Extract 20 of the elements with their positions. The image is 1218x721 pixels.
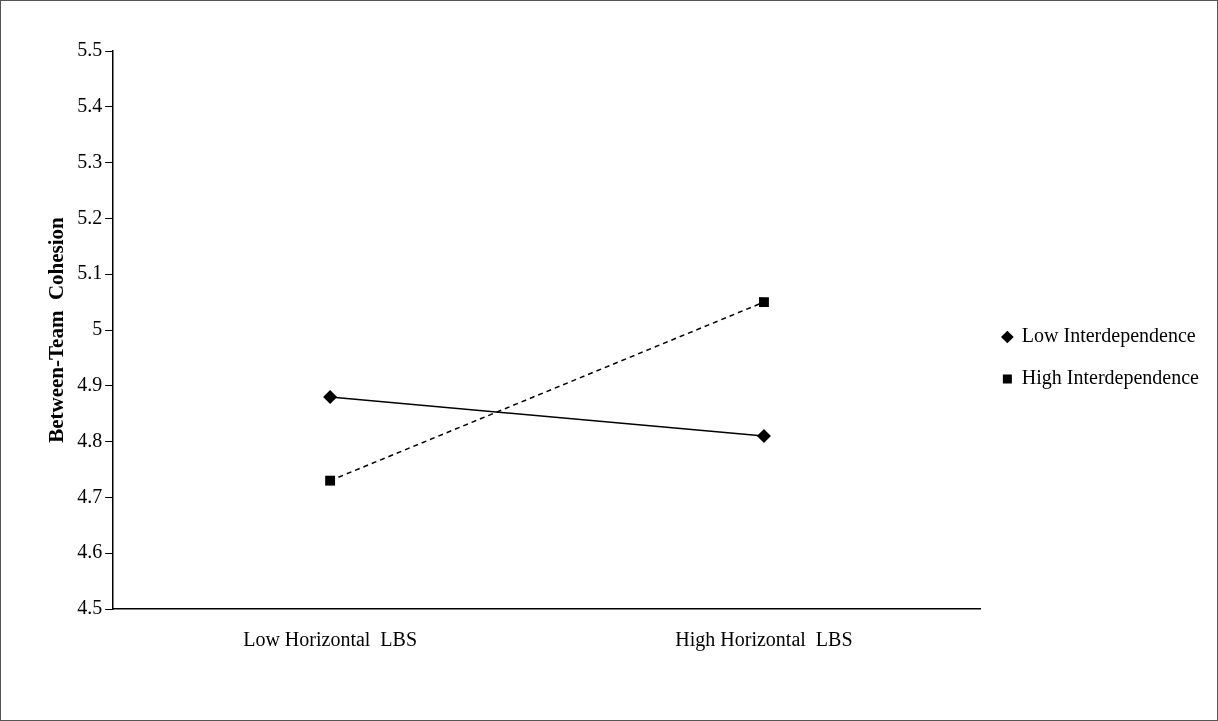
x-tick-label: High Horizontal LBS [675, 628, 853, 652]
legend-label: High Interdependence [1021, 366, 1200, 390]
y-tick-label: 5.2 [77, 205, 103, 228]
y-tick-label: 4.7 [77, 484, 103, 507]
point [323, 389, 338, 404]
point [325, 475, 336, 486]
y-tick-label: 4.8 [77, 428, 103, 451]
y-tick-label: 5.5 [77, 38, 103, 61]
y-tick-label: 5.3 [77, 149, 103, 172]
y-tick-label: 5 [92, 317, 103, 340]
y-tick-label: 5.4 [77, 94, 103, 117]
y-tick-label: 5.1 [77, 261, 103, 284]
x-tick-label: Low Horizontal LBS [243, 628, 418, 651]
point [759, 297, 769, 308]
legend-label: Low Interdependence [1021, 324, 1196, 348]
y-tick-label: 4.9 [77, 373, 103, 396]
y-tick-label: 4.5 [77, 596, 103, 619]
y-tick-label: 4.6 [77, 540, 103, 563]
y-axis-title: Between-Team Cohesion [44, 216, 69, 443]
point [756, 429, 771, 444]
